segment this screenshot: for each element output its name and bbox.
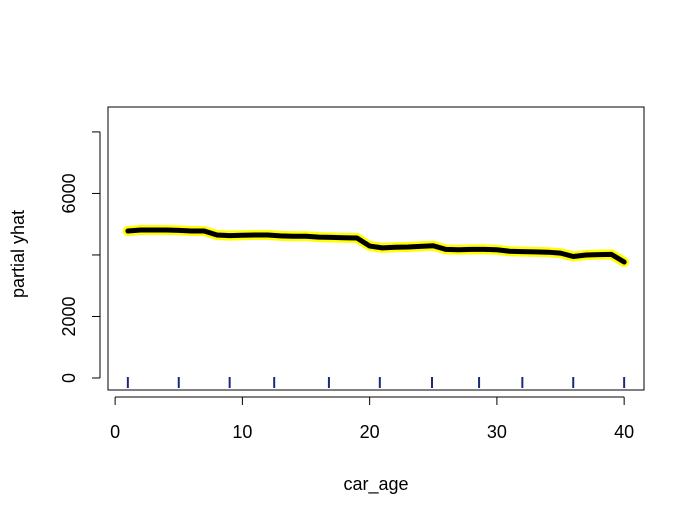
x-tick-label: 30	[487, 422, 507, 442]
y-tick-label: 6000	[59, 173, 79, 213]
x-tick-label: 40	[614, 422, 634, 442]
line	[125, 227, 627, 265]
x-tick-label: 10	[232, 422, 252, 442]
x-axis-label: car_age	[343, 474, 408, 495]
y-tick-label: 0	[59, 373, 79, 383]
plot-box	[107, 106, 645, 391]
y-tick-label: 2000	[59, 296, 79, 336]
x-tick-label: 0	[110, 422, 120, 442]
x-tick-label: 20	[360, 422, 380, 442]
y-axis-label: partial yhat	[8, 210, 28, 298]
